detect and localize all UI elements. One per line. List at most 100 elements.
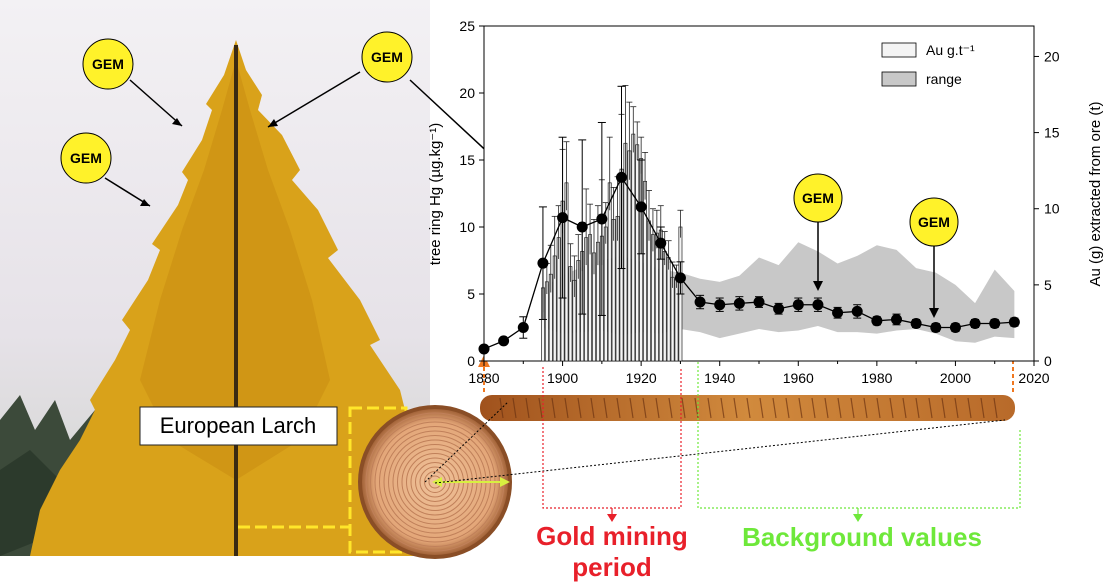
core-ring [551,397,556,419]
hg-point [576,221,588,233]
y-tick-label: 5 [467,286,475,302]
hg-point [714,299,726,311]
y2-tick-label: 10 [1044,201,1060,217]
hg-point [557,212,569,224]
core-ring [928,397,933,419]
core-ring [642,397,647,419]
hg-point [792,299,804,311]
core-ring [850,397,855,419]
legend-label-bars: Au g.t⁻¹ [926,42,975,58]
gem-label: GEM [918,214,950,230]
hg-point [989,317,1001,329]
y-tick-label: 0 [467,353,475,369]
hg-point [616,171,627,183]
hg-point [773,303,785,315]
core-ring [603,397,608,419]
hg-series-layer [478,85,1020,355]
background-bracket: Background values [697,330,1021,552]
core-ring [759,397,764,419]
hg-point [753,296,765,308]
au-bar [627,150,632,362]
core-ring [980,397,985,419]
x-tick-label: 1940 [704,370,735,386]
hg-point [537,257,549,269]
core-ring [902,397,907,419]
core-ring [538,397,543,419]
hg-point [517,322,529,333]
tree-disc [358,405,512,559]
hg-point [1008,316,1020,328]
core-ring [785,397,790,419]
gold-mining-label: Gold mining [536,521,688,551]
hg-point [969,317,981,329]
y-tick-label: 10 [459,219,475,235]
gem-label: GEM [92,56,124,72]
species-label-box [139,406,338,446]
core-ring [629,397,634,419]
legend-swatch-range [881,71,917,87]
core-ring [681,397,686,419]
au-bar [631,133,636,362]
core-ring [577,397,582,419]
core-ring [811,397,816,419]
gem-label: GEM [70,150,102,166]
core-ring [655,397,660,419]
x-tick-label: 1920 [626,370,657,386]
hg-point [733,297,745,309]
au-bar [651,234,655,362]
y-axis-title: tree ring Hg (µg.kg⁻¹) [427,123,444,265]
gold-mining-label-line2: period [572,552,651,582]
core-ring [772,397,777,419]
tree-core [480,395,1015,421]
hg-point [478,343,490,355]
y-tick-label: 15 [459,152,475,168]
gold-mining-bracket: Gold mining period [536,367,688,582]
core-ring [733,397,738,419]
gem-label: GEM [371,49,403,65]
core-ring [967,397,972,419]
au-bar [647,220,651,362]
core-ring [525,397,530,419]
gem-label: GEM [802,190,834,206]
core-ring [668,397,673,419]
x-tick-label: 1980 [861,370,892,386]
core-ring [499,397,504,419]
hg-point [930,322,942,333]
core-ring [798,397,803,419]
y-tick-label: 20 [459,85,475,101]
core-ring [889,397,894,419]
core-ring [837,397,842,419]
core-ring [564,397,569,419]
hg-line [483,176,1015,350]
y2-tick-label: 20 [1044,48,1060,64]
x-tick-label: 2000 [940,370,971,386]
hg-point [498,335,510,347]
x-tick-label: 2020 [1018,370,1049,386]
gem-bubble-2: GEM [60,132,151,207]
hg-point [812,299,824,311]
core-ring [954,397,959,419]
hg-point [851,305,863,317]
core-ring [941,397,946,419]
y2-axis-title: Au (g) extracted from ore (t) [1087,101,1104,286]
au-bar [654,232,659,362]
hg-point [871,315,883,327]
au-bar [662,251,667,362]
core-ring [590,397,595,419]
x-tick-label: 1900 [547,370,578,386]
axes-layer: 1880 1900 1920 1940 1960 1980 2000 202005101520… [459,18,1059,386]
au-bar [674,278,679,362]
core-ring [616,397,621,419]
au-bar [670,276,675,362]
background-label: Background values [742,522,982,552]
y2-tick-label: 5 [1044,277,1052,293]
core-ring [915,397,920,419]
gem-bubble-5: GEM [909,197,959,318]
core-ring [707,397,712,419]
au-bar [666,257,671,362]
hg-point [596,213,608,225]
hg-point [674,272,686,284]
hg-point [655,237,667,249]
legend: Au g.t⁻¹ range [881,42,975,87]
